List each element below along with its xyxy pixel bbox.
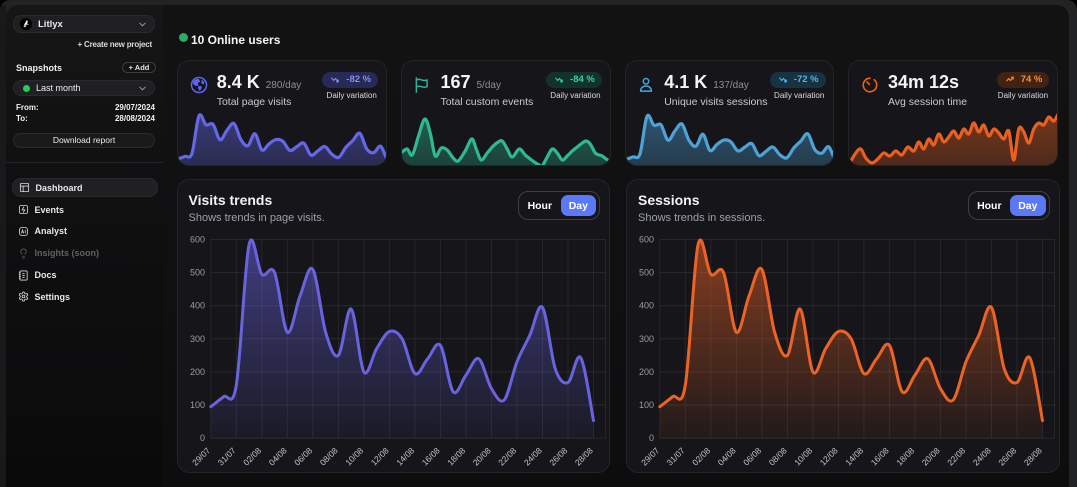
svg-text:14/08: 14/08 [843,445,865,467]
svg-text:31/07: 31/07 [665,445,687,467]
svg-text:02/08: 02/08 [241,445,263,467]
svg-text:300: 300 [189,333,204,343]
svg-text:18/08: 18/08 [445,445,467,467]
svg-text:06/08: 06/08 [741,445,763,467]
svg-text:300: 300 [639,333,654,343]
svg-text:20/08: 20/08 [920,445,942,467]
svg-text:12/08: 12/08 [368,445,390,467]
svg-text:22/08: 22/08 [945,445,967,467]
svg-text:10/08: 10/08 [792,445,814,467]
svg-text:26/08: 26/08 [996,445,1018,467]
svg-text:500: 500 [639,267,654,277]
svg-text:0: 0 [649,433,654,443]
svg-text:12/08: 12/08 [818,445,840,467]
svg-text:04/08: 04/08 [266,445,288,467]
svg-text:31/07: 31/07 [215,445,237,467]
svg-text:100: 100 [639,400,654,410]
svg-text:400: 400 [639,300,654,310]
svg-text:100: 100 [189,400,204,410]
svg-text:08/08: 08/08 [767,445,789,467]
svg-text:06/08: 06/08 [292,445,314,467]
svg-text:04/08: 04/08 [716,445,738,467]
svg-text:20/08: 20/08 [470,445,492,467]
svg-text:28/08: 28/08 [1022,445,1044,467]
svg-text:14/08: 14/08 [394,445,416,467]
svg-text:400: 400 [189,300,204,310]
svg-text:600: 600 [189,234,204,244]
svg-text:500: 500 [189,267,204,277]
svg-text:24/08: 24/08 [971,445,993,467]
svg-text:16/08: 16/08 [419,445,441,467]
svg-text:29/07: 29/07 [639,445,661,467]
svg-text:18/08: 18/08 [894,445,916,467]
svg-text:24/08: 24/08 [521,445,543,467]
svg-text:29/07: 29/07 [190,445,212,467]
svg-text:16/08: 16/08 [869,445,891,467]
svg-text:22/08: 22/08 [496,445,518,467]
svg-text:28/08: 28/08 [572,445,594,467]
svg-text:02/08: 02/08 [690,445,712,467]
svg-text:0: 0 [199,433,204,443]
svg-text:200: 200 [639,366,654,376]
svg-text:200: 200 [189,366,204,376]
svg-text:08/08: 08/08 [317,445,339,467]
svg-text:26/08: 26/08 [547,445,569,467]
svg-text:600: 600 [639,234,654,244]
svg-text:10/08: 10/08 [343,445,365,467]
